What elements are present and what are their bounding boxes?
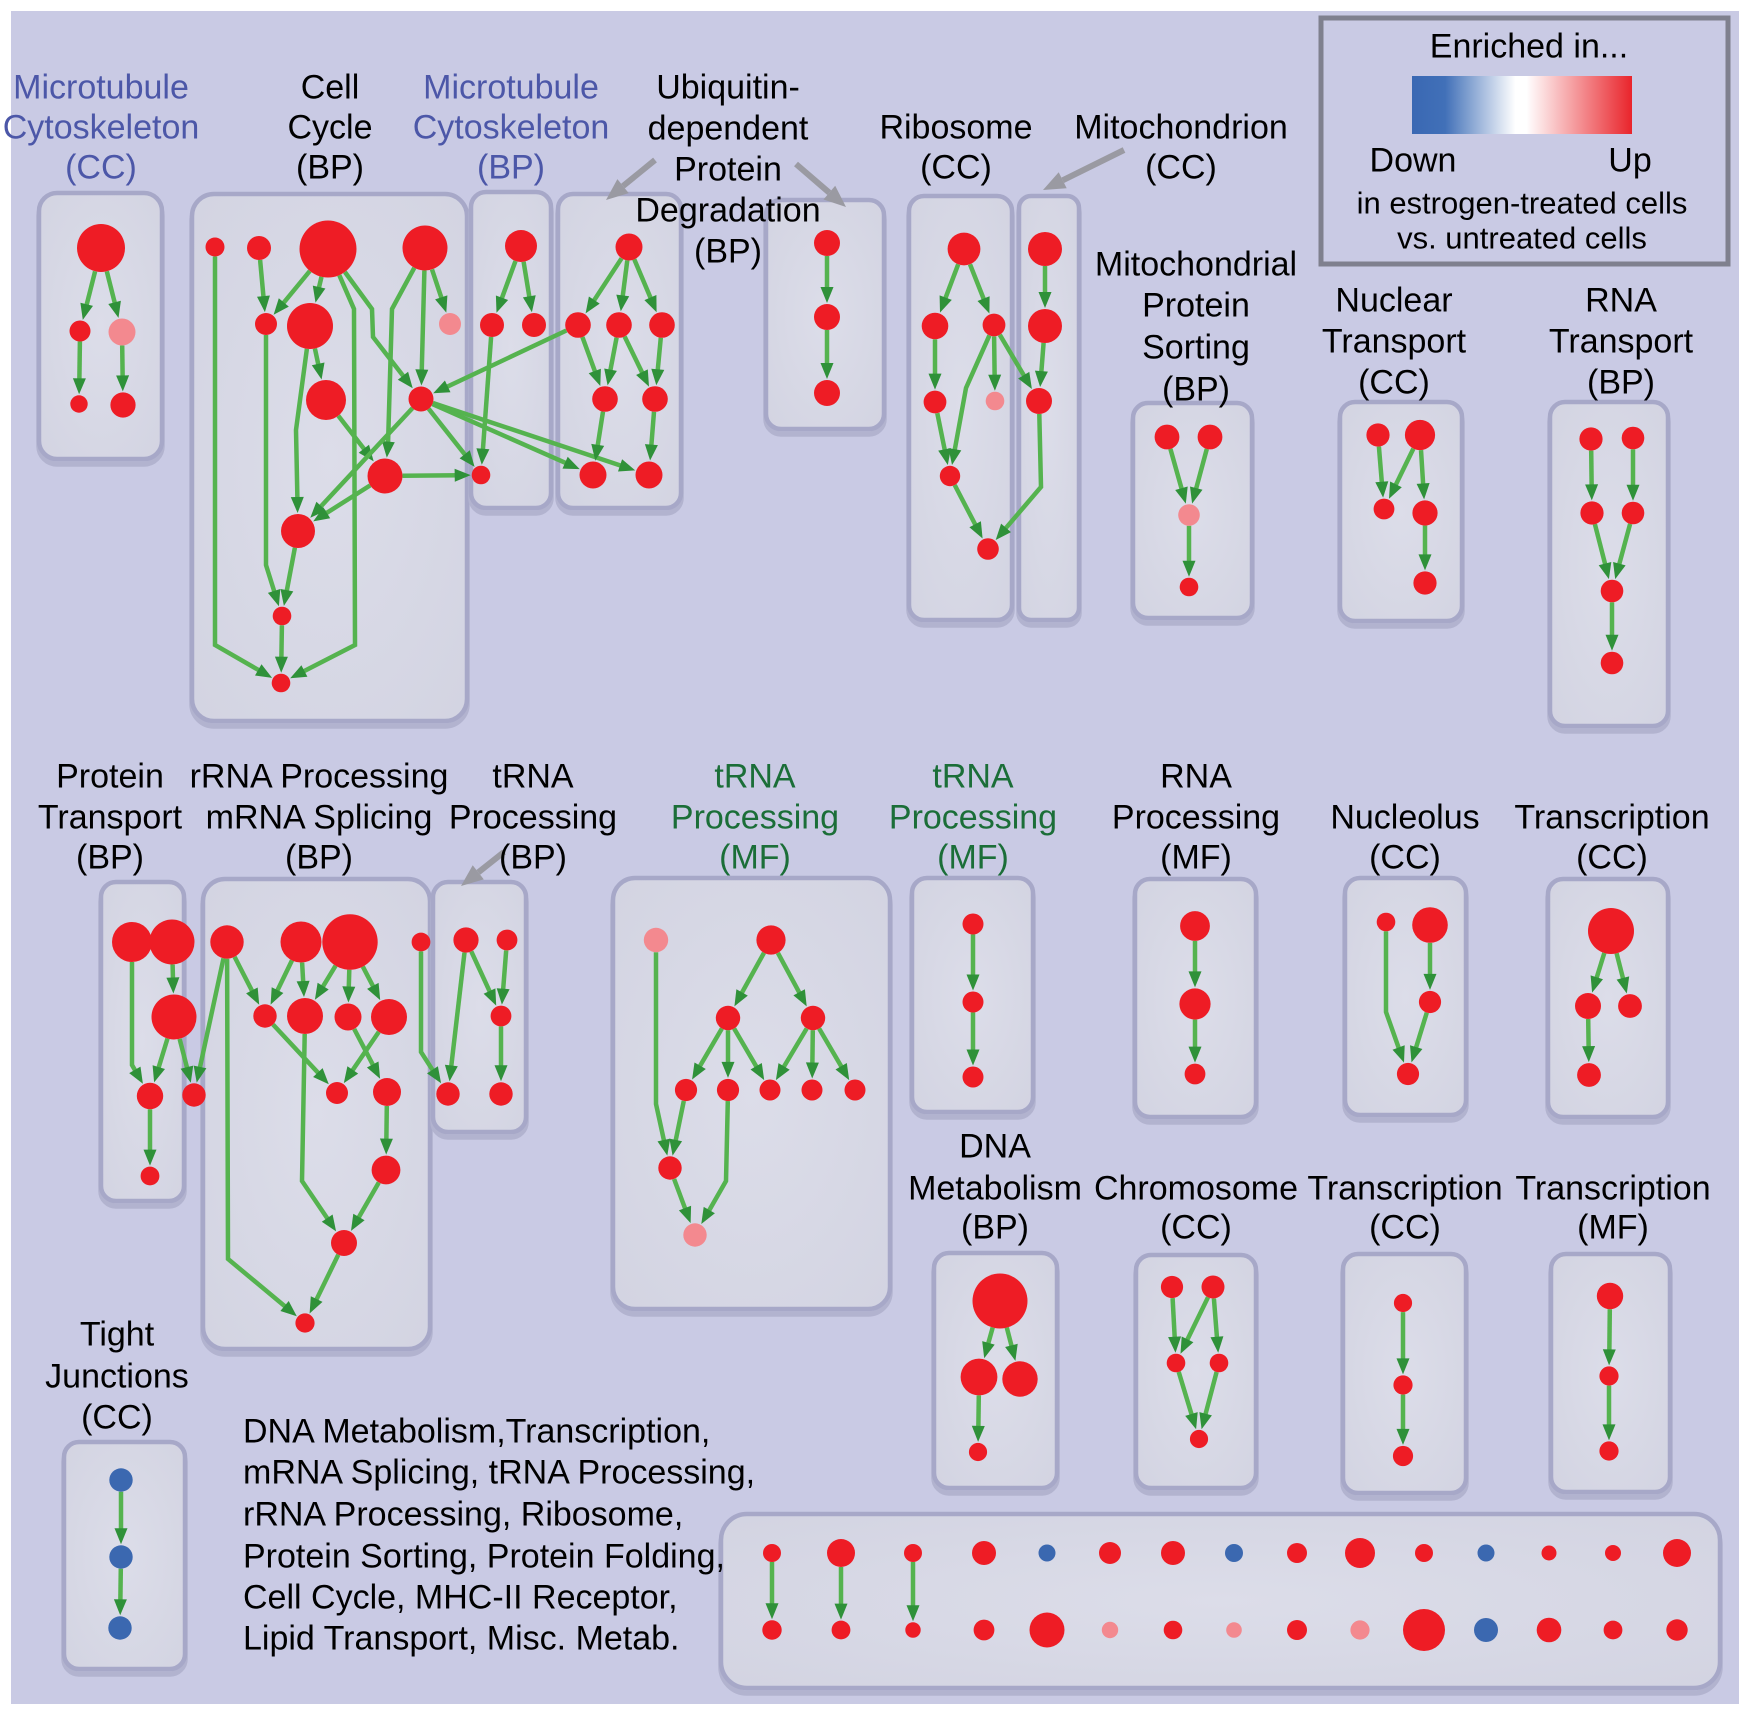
svg-text:RNA: RNA bbox=[1160, 758, 1232, 796]
svg-text:Sorting: Sorting bbox=[1142, 329, 1250, 367]
svg-text:DNA Metabolism,Transcription,: DNA Metabolism,Transcription, bbox=[243, 1413, 710, 1451]
svg-text:Processing: Processing bbox=[449, 799, 617, 837]
svg-text:(CC): (CC) bbox=[1145, 149, 1217, 187]
svg-text:Nucleolus: Nucleolus bbox=[1330, 799, 1479, 837]
svg-text:(CC): (CC) bbox=[1160, 1209, 1232, 1247]
svg-text:dependent: dependent bbox=[648, 110, 809, 148]
svg-text:Transport: Transport bbox=[1322, 323, 1467, 361]
svg-text:Transcription: Transcription bbox=[1307, 1170, 1502, 1208]
svg-text:RNA: RNA bbox=[1585, 282, 1657, 320]
svg-text:tRNA: tRNA bbox=[932, 758, 1014, 796]
svg-text:Down: Down bbox=[1370, 142, 1457, 180]
svg-text:(BP): (BP) bbox=[76, 839, 144, 877]
svg-text:Cell: Cell bbox=[301, 69, 360, 107]
svg-text:(MF): (MF) bbox=[1160, 839, 1232, 877]
svg-text:mRNA Splicing, tRNA Processing: mRNA Splicing, tRNA Processing, bbox=[243, 1454, 755, 1492]
svg-text:Ribosome: Ribosome bbox=[879, 109, 1032, 147]
svg-text:(BP): (BP) bbox=[1587, 364, 1655, 402]
svg-text:(BP): (BP) bbox=[961, 1209, 1029, 1247]
svg-text:Processing: Processing bbox=[1112, 799, 1280, 837]
svg-text:(CC): (CC) bbox=[81, 1399, 153, 1437]
svg-text:Protein: Protein bbox=[674, 151, 782, 189]
svg-text:Cycle: Cycle bbox=[287, 109, 372, 147]
svg-text:Mitochondrion: Mitochondrion bbox=[1074, 109, 1288, 147]
svg-text:(MF): (MF) bbox=[1577, 1209, 1649, 1247]
svg-text:vs. untreated cells: vs. untreated cells bbox=[1397, 221, 1647, 256]
svg-text:Chromosome: Chromosome bbox=[1094, 1170, 1298, 1208]
svg-text:Tight: Tight bbox=[80, 1316, 155, 1354]
svg-text:Microtubule: Microtubule bbox=[13, 69, 189, 107]
svg-text:Mitochondrial: Mitochondrial bbox=[1095, 246, 1297, 284]
svg-text:Nuclear: Nuclear bbox=[1335, 282, 1452, 320]
svg-text:Enriched in...: Enriched in... bbox=[1430, 28, 1628, 66]
svg-text:(CC): (CC) bbox=[920, 149, 992, 187]
svg-text:(CC): (CC) bbox=[1369, 1209, 1441, 1247]
svg-text:(MF): (MF) bbox=[937, 839, 1009, 877]
svg-text:(BP): (BP) bbox=[477, 149, 545, 187]
svg-text:in estrogen-treated cells: in estrogen-treated cells bbox=[1357, 186, 1688, 221]
svg-text:(CC): (CC) bbox=[65, 149, 137, 187]
svg-text:(CC): (CC) bbox=[1576, 839, 1648, 877]
svg-text:tRNA: tRNA bbox=[714, 758, 796, 796]
svg-text:(CC): (CC) bbox=[1358, 364, 1430, 402]
svg-text:Processing: Processing bbox=[671, 799, 839, 837]
svg-text:Ubiquitin-: Ubiquitin- bbox=[656, 69, 800, 107]
svg-text:Protein Sorting, Protein Foldi: Protein Sorting, Protein Folding, bbox=[243, 1538, 725, 1576]
svg-text:Cell Cycle, MHC-II Receptor,: Cell Cycle, MHC-II Receptor, bbox=[243, 1579, 678, 1617]
svg-text:Transport: Transport bbox=[38, 799, 183, 837]
svg-text:Microtubule: Microtubule bbox=[423, 69, 599, 107]
svg-text:(BP): (BP) bbox=[1162, 371, 1230, 409]
svg-text:(BP): (BP) bbox=[296, 149, 364, 187]
svg-text:Cytoskeleton: Cytoskeleton bbox=[3, 109, 200, 147]
svg-text:Lipid Transport, Misc. Metab.: Lipid Transport, Misc. Metab. bbox=[243, 1620, 680, 1658]
svg-text:(MF): (MF) bbox=[719, 839, 791, 877]
svg-text:(BP): (BP) bbox=[285, 839, 353, 877]
svg-text:Transport: Transport bbox=[1549, 323, 1694, 361]
svg-text:Transcription: Transcription bbox=[1515, 1170, 1710, 1208]
svg-text:(BP): (BP) bbox=[499, 839, 567, 877]
svg-text:(BP): (BP) bbox=[694, 233, 762, 271]
svg-text:Degradation: Degradation bbox=[635, 192, 820, 230]
svg-text:tRNA: tRNA bbox=[492, 758, 574, 796]
svg-text:DNA: DNA bbox=[959, 1128, 1031, 1166]
svg-text:rRNA Processing: rRNA Processing bbox=[190, 758, 449, 796]
svg-text:mRNA Splicing: mRNA Splicing bbox=[206, 799, 433, 837]
svg-text:Junctions: Junctions bbox=[45, 1358, 189, 1396]
svg-text:Up: Up bbox=[1608, 142, 1651, 180]
svg-text:Transcription: Transcription bbox=[1514, 799, 1709, 837]
svg-text:Metabolism: Metabolism bbox=[908, 1170, 1082, 1208]
svg-text:(CC): (CC) bbox=[1369, 839, 1441, 877]
svg-text:Protein: Protein bbox=[56, 758, 164, 796]
svg-text:Cytoskeleton: Cytoskeleton bbox=[413, 109, 610, 147]
svg-text:rRNA Processing, Ribosome,: rRNA Processing, Ribosome, bbox=[243, 1496, 683, 1534]
svg-text:Processing: Processing bbox=[889, 799, 1057, 837]
svg-text:Protein: Protein bbox=[1142, 287, 1250, 325]
